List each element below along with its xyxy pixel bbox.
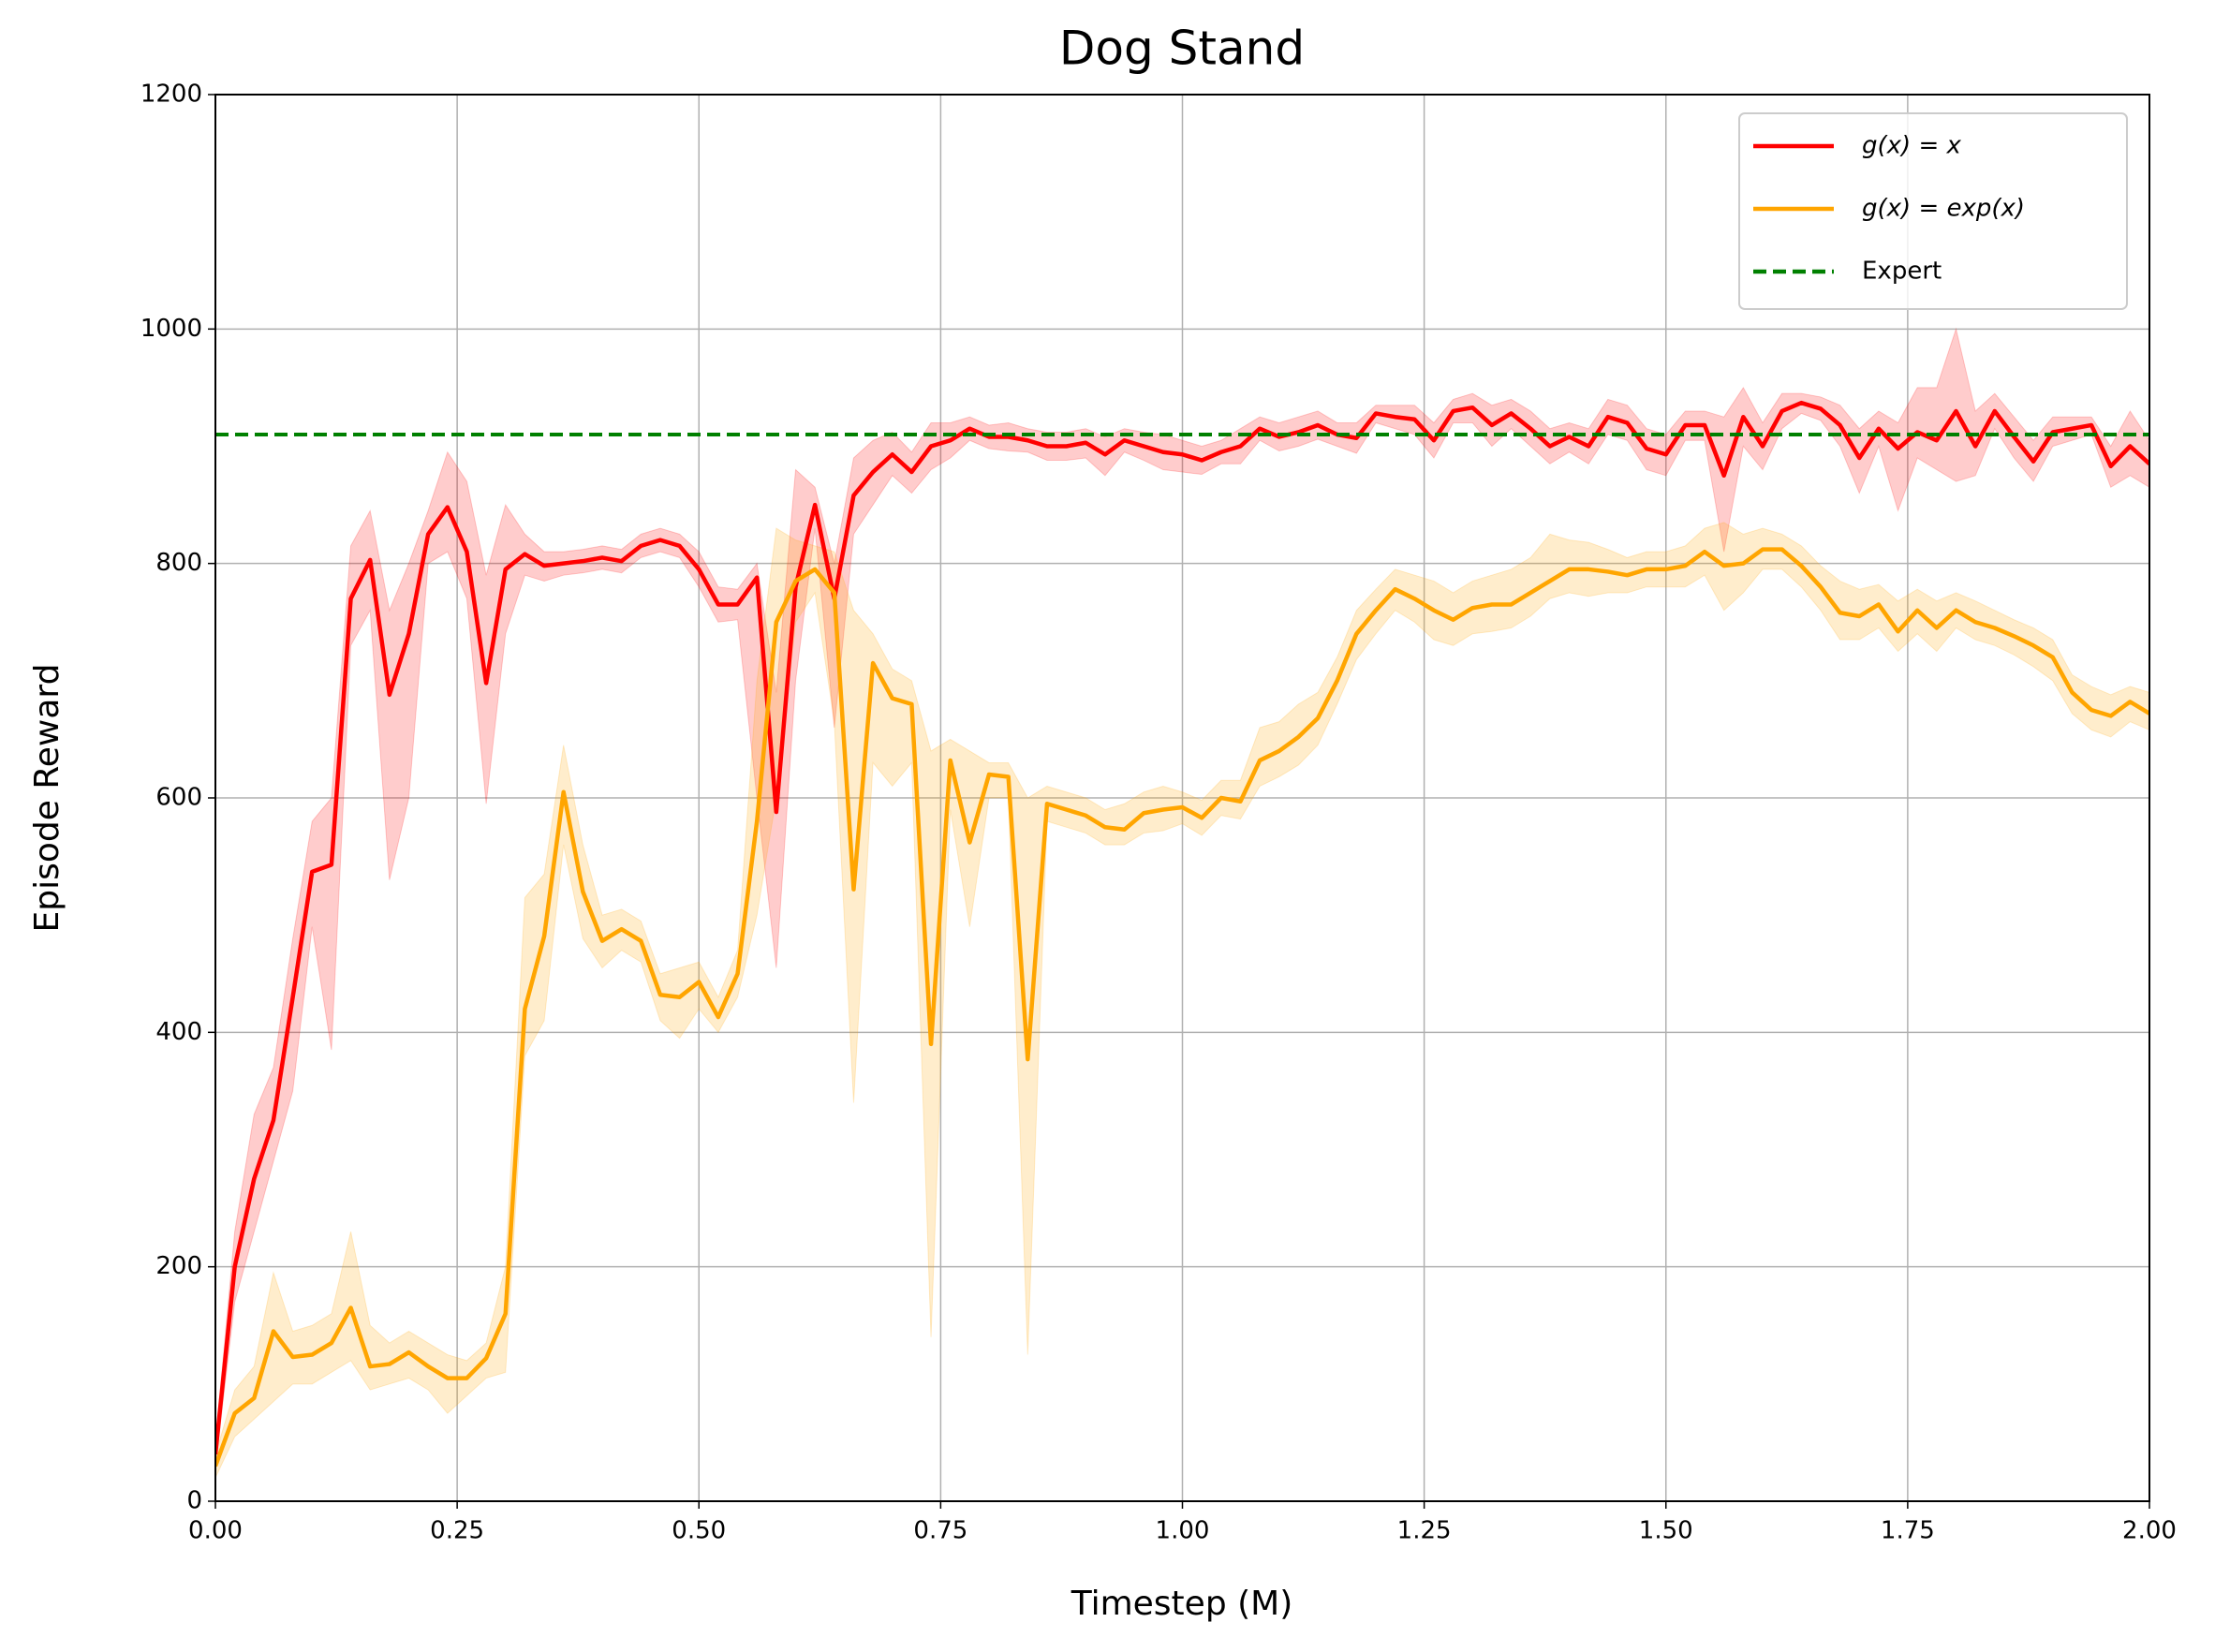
y-tick-label: 200: [155, 1252, 202, 1280]
x-tick-label: 0.75: [913, 1517, 967, 1545]
series-line: [215, 400, 2149, 1455]
error-band: [215, 522, 2149, 1479]
x-tick-label: 0.00: [188, 1517, 243, 1545]
legend-label: g(x) = x: [1862, 132, 1961, 160]
x-tick-label: 1.00: [1156, 1517, 1210, 1545]
x-tick-label: 1.25: [1397, 1517, 1452, 1545]
legend-label: Expert: [1862, 258, 1942, 286]
series-line: [215, 547, 2149, 1468]
x-tick-label: 0.50: [672, 1517, 726, 1545]
x-tick-label: 1.75: [1881, 1517, 1935, 1545]
plot-area: [215, 327, 2149, 1479]
y-axis-label: Episode Reward: [28, 664, 66, 933]
x-tick-label: 2.00: [2122, 1517, 2177, 1545]
x-axis-label: Timestep (M): [1071, 1585, 1293, 1623]
x-tick-label: 1.50: [1639, 1517, 1693, 1545]
y-tick-label: 0: [186, 1487, 202, 1515]
chart-title: Dog Stand: [1059, 22, 1305, 76]
x-tick-label: 0.25: [430, 1517, 484, 1545]
plot-frame: [214, 94, 2150, 1502]
y-tick-label: 800: [155, 549, 202, 577]
legend-box: [1738, 112, 2128, 310]
y-tick-label: 1200: [140, 81, 202, 109]
error-band: [215, 327, 2149, 1467]
y-tick-label: 400: [155, 1018, 202, 1046]
y-tick-label: 600: [155, 784, 202, 812]
y-tick-label: 1000: [140, 315, 202, 343]
legend-label: g(x) = exp(x): [1862, 195, 2025, 223]
